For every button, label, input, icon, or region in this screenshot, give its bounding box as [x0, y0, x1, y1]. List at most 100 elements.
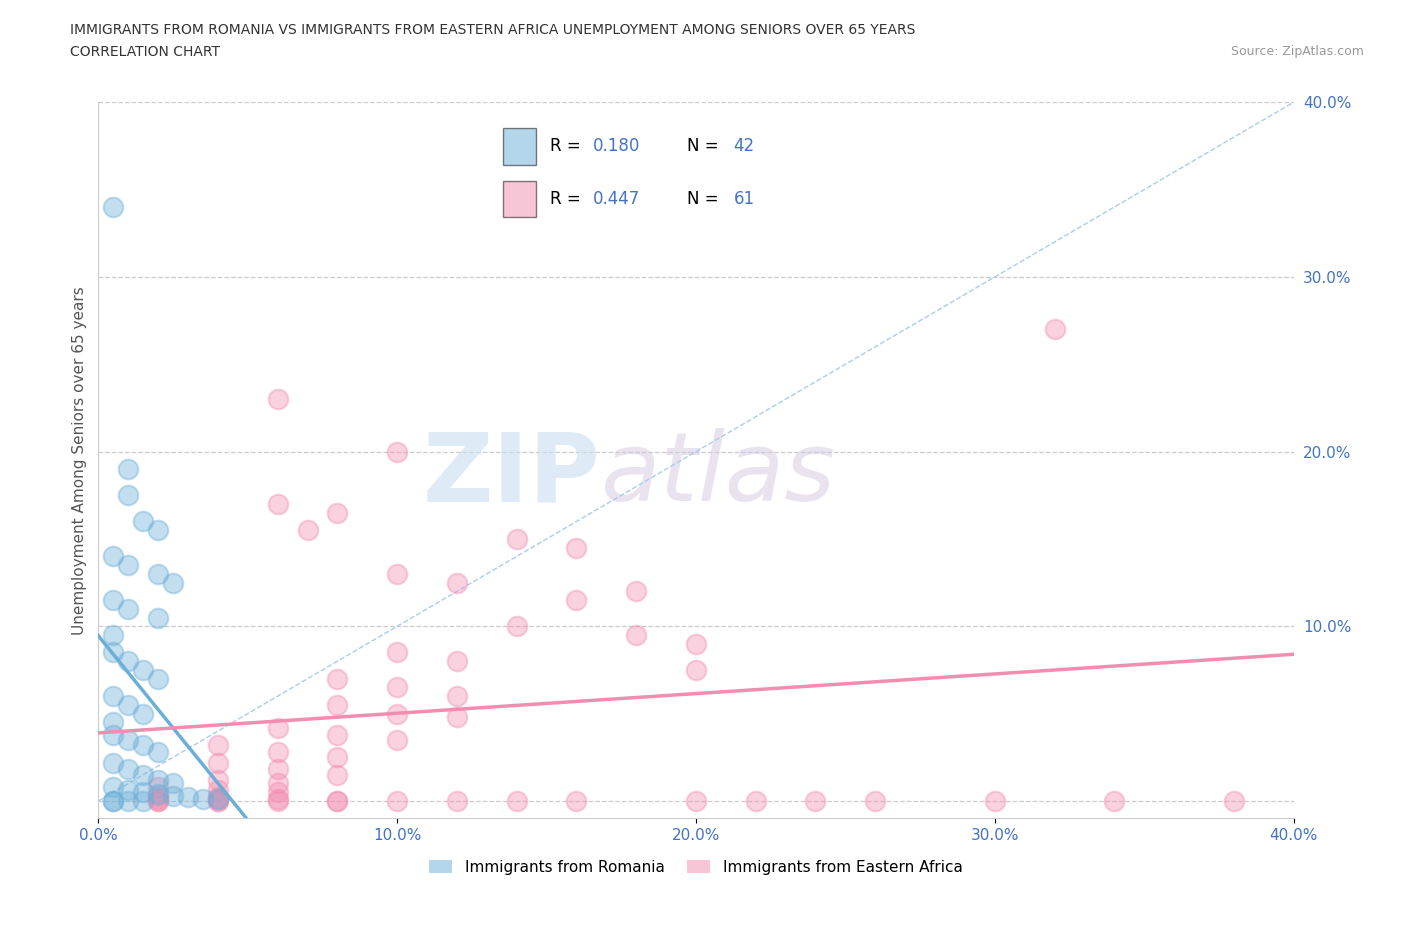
- Point: [207, 793, 229, 808]
- Point: [267, 785, 290, 800]
- Point: [207, 790, 229, 804]
- Point: [162, 789, 184, 804]
- Point: [103, 727, 125, 742]
- Point: [117, 783, 139, 798]
- Point: [446, 710, 468, 724]
- Point: [984, 793, 1007, 808]
- Point: [117, 558, 139, 573]
- Point: [297, 523, 319, 538]
- Point: [565, 793, 588, 808]
- Point: [385, 706, 409, 721]
- Point: [132, 785, 155, 800]
- Point: [446, 654, 468, 669]
- Point: [446, 689, 468, 704]
- Point: [267, 762, 290, 777]
- Point: [385, 793, 409, 808]
- Text: atlas: atlas: [600, 428, 835, 521]
- Point: [385, 732, 409, 747]
- Point: [207, 791, 229, 806]
- Point: [132, 737, 155, 752]
- Point: [326, 505, 349, 520]
- Point: [117, 488, 139, 503]
- Point: [1104, 793, 1126, 808]
- Point: [103, 592, 125, 607]
- Text: IMMIGRANTS FROM ROMANIA VS IMMIGRANTS FROM EASTERN AFRICA UNEMPLOYMENT AMONG SEN: IMMIGRANTS FROM ROMANIA VS IMMIGRANTS FR…: [70, 23, 915, 37]
- Point: [446, 575, 468, 590]
- Point: [103, 689, 125, 704]
- Point: [117, 793, 139, 808]
- Point: [326, 767, 349, 782]
- Point: [148, 610, 170, 625]
- Point: [117, 762, 139, 777]
- Point: [267, 793, 290, 808]
- Point: [326, 793, 349, 808]
- Point: [385, 645, 409, 660]
- Point: [103, 715, 125, 730]
- Point: [267, 776, 290, 790]
- Point: [132, 767, 155, 782]
- Text: Source: ZipAtlas.com: Source: ZipAtlas.com: [1230, 45, 1364, 58]
- Point: [103, 793, 125, 808]
- Point: [267, 745, 290, 760]
- Text: CORRELATION CHART: CORRELATION CHART: [70, 45, 221, 59]
- Point: [117, 461, 139, 476]
- Point: [267, 720, 290, 735]
- Point: [148, 566, 170, 581]
- Point: [103, 628, 125, 643]
- Point: [626, 584, 648, 599]
- Point: [177, 790, 200, 804]
- Point: [385, 566, 409, 581]
- Point: [565, 540, 588, 555]
- Point: [626, 628, 648, 643]
- Point: [685, 662, 707, 677]
- Point: [162, 776, 184, 790]
- Point: [103, 549, 125, 564]
- Point: [267, 791, 290, 806]
- Point: [117, 654, 139, 669]
- Point: [103, 755, 125, 770]
- Point: [1223, 793, 1246, 808]
- Point: [565, 592, 588, 607]
- Point: [148, 779, 170, 794]
- Point: [207, 773, 229, 788]
- Point: [148, 671, 170, 686]
- Point: [148, 523, 170, 538]
- Point: [132, 662, 155, 677]
- Point: [267, 497, 290, 512]
- Point: [1043, 322, 1066, 337]
- Point: [117, 698, 139, 712]
- Point: [506, 793, 529, 808]
- Point: [326, 750, 349, 764]
- Point: [385, 445, 409, 459]
- Point: [685, 636, 707, 651]
- Point: [148, 791, 170, 806]
- Point: [207, 755, 229, 770]
- Point: [804, 793, 827, 808]
- Point: [207, 783, 229, 798]
- Point: [385, 680, 409, 695]
- Point: [685, 793, 707, 808]
- Y-axis label: Unemployment Among Seniors over 65 years: Unemployment Among Seniors over 65 years: [72, 286, 87, 634]
- Point: [865, 793, 887, 808]
- Text: ZIP: ZIP: [422, 428, 600, 521]
- Point: [132, 706, 155, 721]
- Point: [148, 787, 170, 802]
- Point: [162, 575, 184, 590]
- Point: [326, 671, 349, 686]
- Point: [207, 791, 229, 806]
- Point: [207, 737, 229, 752]
- Point: [446, 793, 468, 808]
- Point: [506, 532, 529, 547]
- Point: [103, 645, 125, 660]
- Point: [117, 732, 139, 747]
- Point: [267, 392, 290, 406]
- Point: [148, 793, 170, 808]
- Legend: Immigrants from Romania, Immigrants from Eastern Africa: Immigrants from Romania, Immigrants from…: [422, 852, 970, 883]
- Point: [148, 745, 170, 760]
- Point: [745, 793, 768, 808]
- Point: [207, 793, 229, 808]
- Point: [506, 618, 529, 633]
- Point: [103, 200, 125, 215]
- Point: [148, 793, 170, 808]
- Point: [117, 602, 139, 617]
